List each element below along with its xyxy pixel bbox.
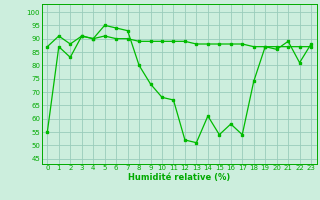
X-axis label: Humidité relative (%): Humidité relative (%) [128,173,230,182]
